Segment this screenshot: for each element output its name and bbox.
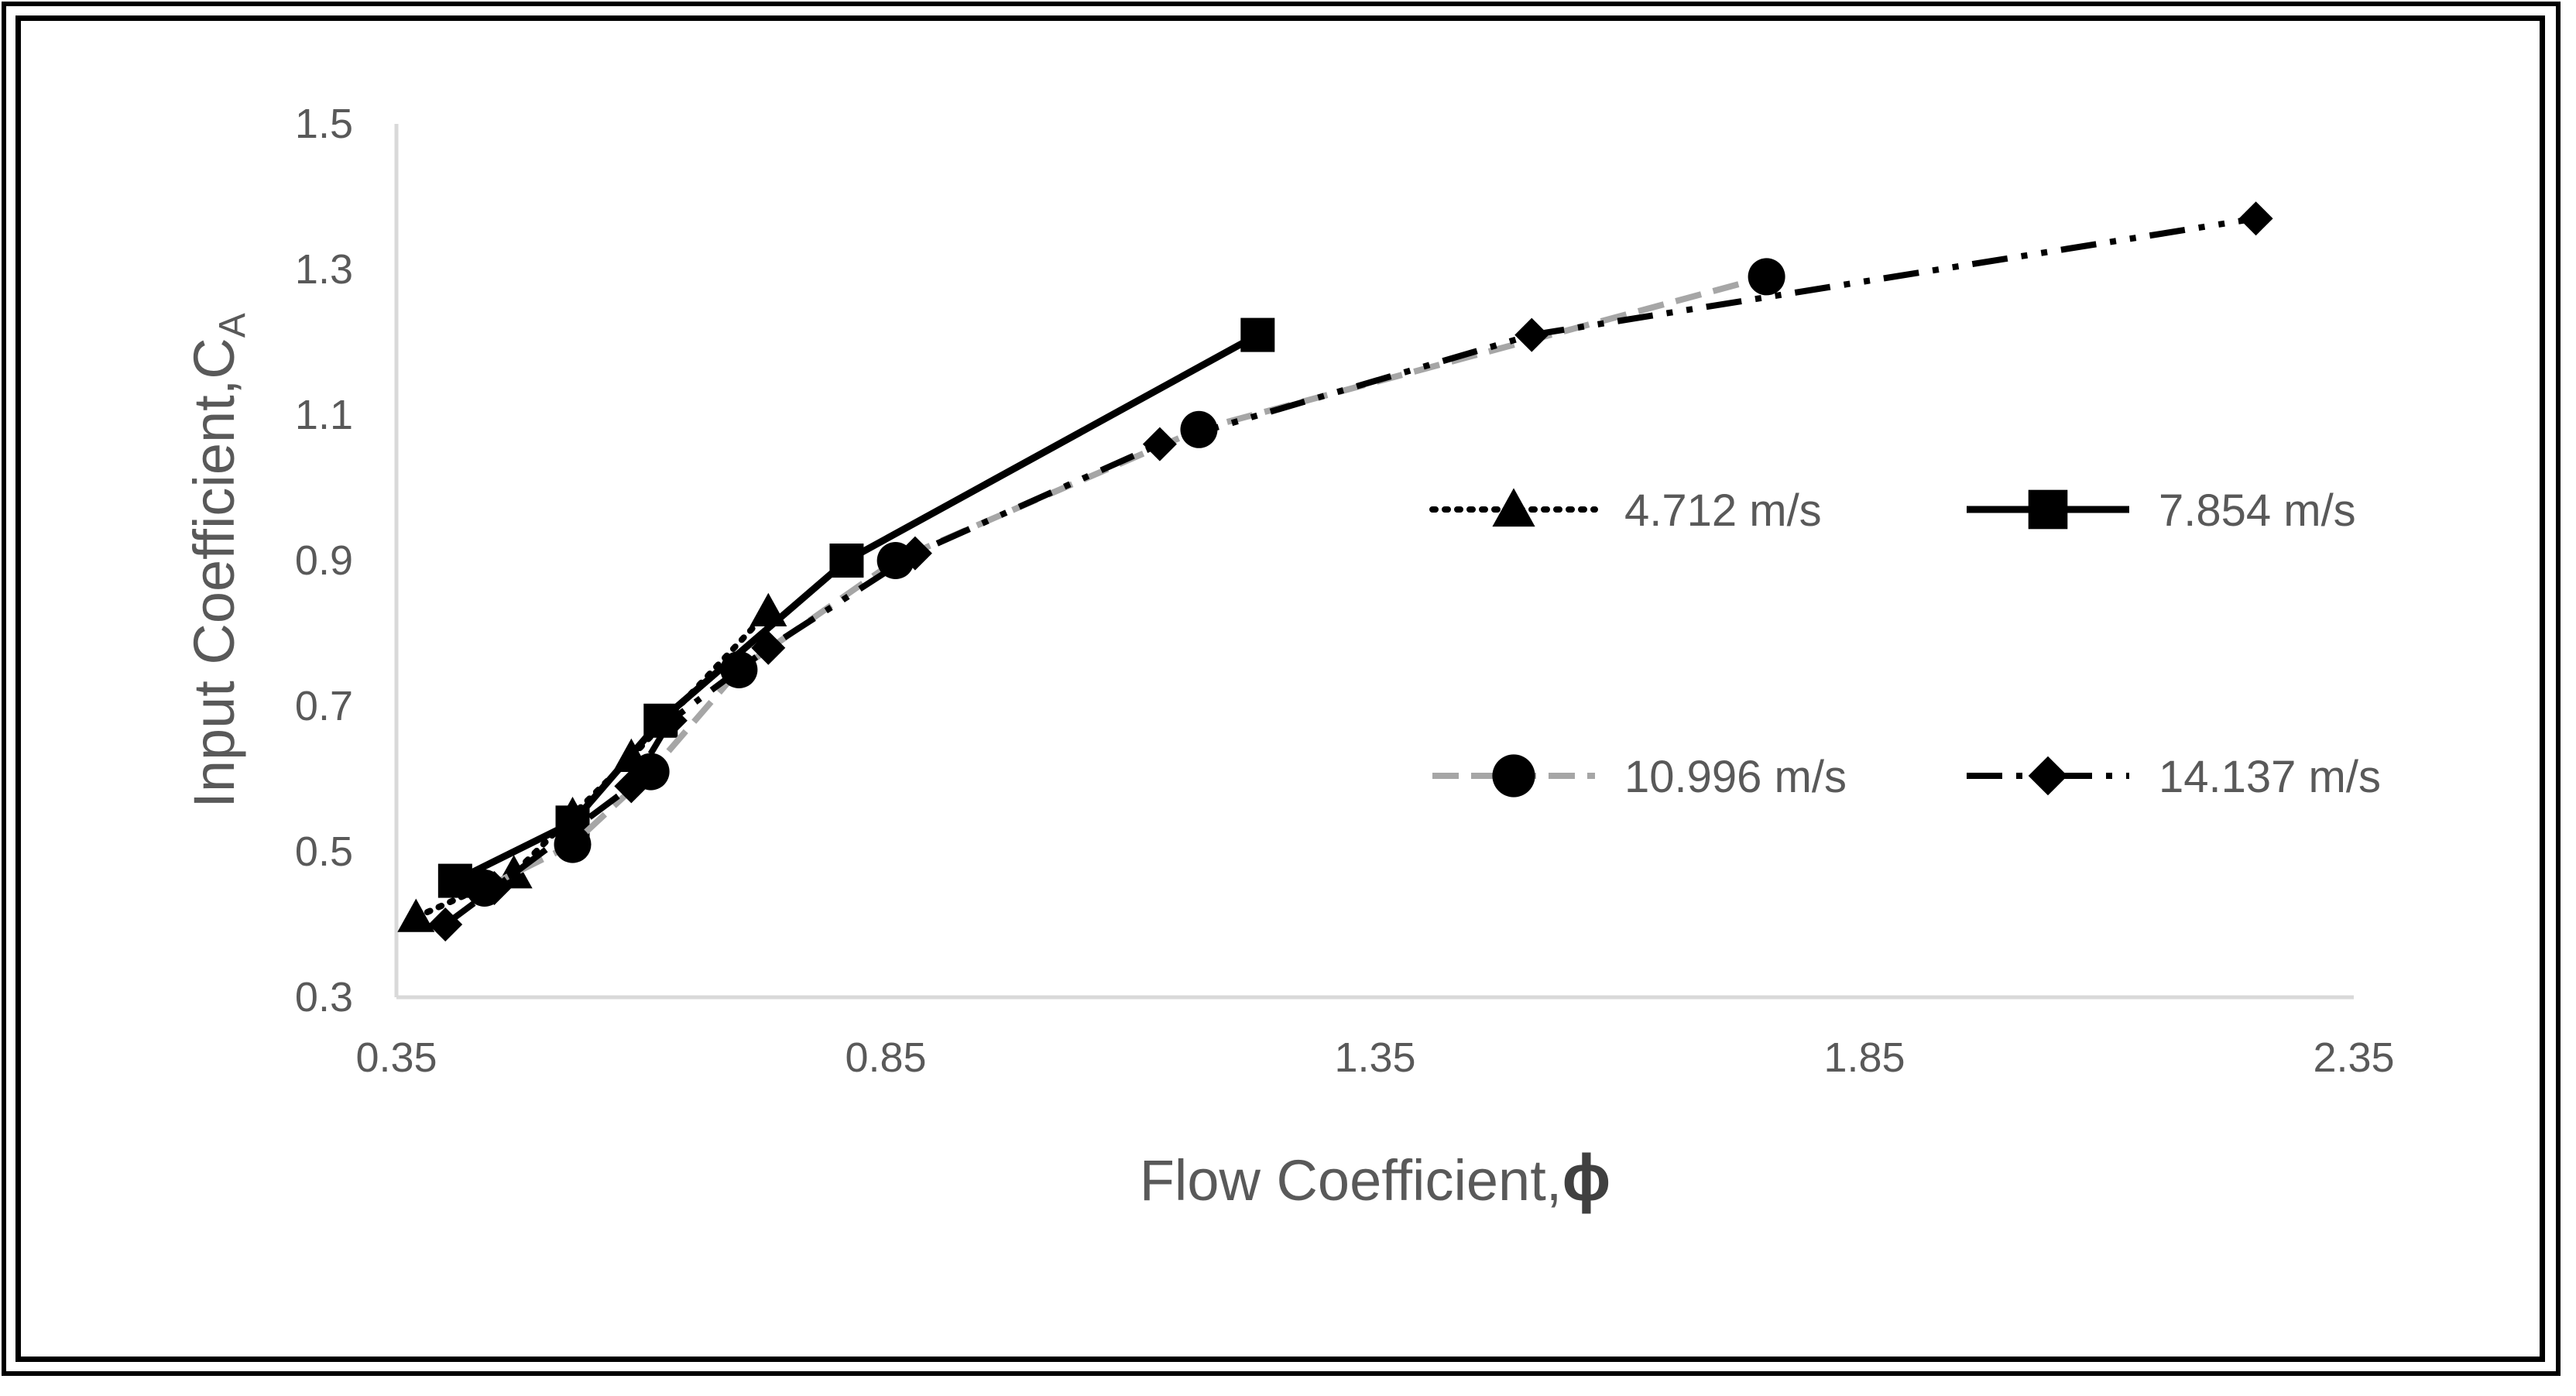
series-circle: [466, 258, 1785, 907]
legend-item: 14.137 m/s: [1967, 752, 2381, 802]
legend-item: 7.854 m/s: [1967, 485, 2356, 536]
series-diamond: [428, 201, 2272, 942]
legend: 4.712 m/s 7.854 m/s 10.996 m/s 14.137 m/s: [1432, 485, 2381, 802]
y-axis-title-subscript: A: [212, 313, 253, 338]
x-tick-label: 0.35: [355, 1034, 437, 1081]
y-tick-label: 0.7: [295, 683, 353, 729]
x-tick-label: 0.85: [845, 1034, 926, 1081]
axes: [396, 124, 2354, 997]
x-axis-title-text: Flow Coefficient,: [1140, 1148, 1562, 1212]
y-tick-label: 0.3: [295, 974, 353, 1020]
legend-marker-circle: [1492, 754, 1535, 797]
y-axis-title-text: Input Coefficient,C: [182, 338, 246, 808]
y-axis-title: Input Coefficient,CA: [182, 313, 253, 808]
legend-label: 7.854 m/s: [2159, 485, 2356, 536]
y-tick-label: 0.9: [295, 537, 353, 584]
series-square: [438, 318, 1274, 898]
legend-label: 4.712 m/s: [1624, 485, 1822, 536]
data-point-diamond: [2239, 201, 2273, 235]
data-point-diamond: [1143, 427, 1177, 461]
y-tick-label: 1.3: [295, 246, 353, 293]
data-point-square: [829, 544, 863, 578]
x-tick-label: 1.85: [1823, 1034, 1905, 1081]
x-axis-title-symbol: ϕ: [1562, 1141, 1610, 1214]
legend-item: 4.712 m/s: [1432, 485, 1822, 536]
series-line: [445, 218, 2255, 924]
data-point-diamond: [1514, 318, 1549, 352]
legend-label: 10.996 m/s: [1624, 752, 1847, 802]
legend-marker-square: [2029, 490, 2068, 530]
data-point-triangle: [397, 899, 434, 932]
chart-canvas: 0.35 0.85 1.35 1.85 2.35 0.3 0.5 0.7 0.9 1.1 1.3 1.…: [0, 0, 2576, 1396]
legend-item: 10.996 m/s: [1432, 752, 1847, 802]
data-point-circle: [1748, 258, 1785, 295]
data-point-circle: [554, 826, 592, 863]
series-line: [455, 335, 1258, 881]
legend-label: 14.137 m/s: [2159, 752, 2381, 802]
data-point-square: [1240, 318, 1274, 352]
x-axis-title: Flow Coefficient,ϕ: [1140, 1141, 1611, 1214]
y-tick-label: 0.5: [295, 828, 353, 875]
series-layer: [397, 201, 2272, 942]
y-tick-label: 1.1: [295, 392, 353, 438]
legend-marker-diamond: [2029, 756, 2068, 796]
y-tick-label: 1.5: [295, 101, 353, 147]
x-tick-label: 1.35: [1334, 1034, 1415, 1081]
series-line: [485, 276, 1767, 888]
x-tick-label: 2.35: [2313, 1034, 2394, 1081]
